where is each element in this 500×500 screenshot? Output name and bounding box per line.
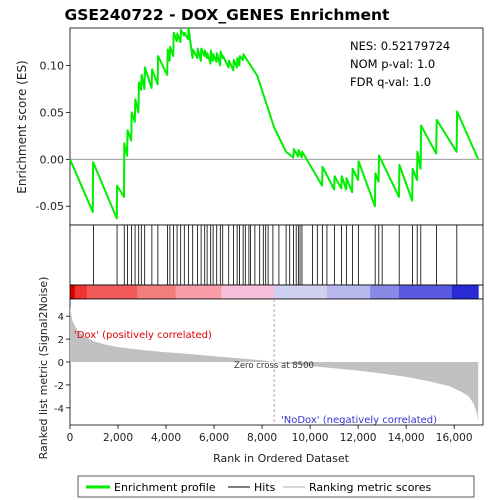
heatmap-segment <box>326 285 371 299</box>
rank-x-tick-label: 0 <box>67 432 74 444</box>
legend-frame <box>77 475 475 498</box>
es-y-tick-label: 0.00 <box>40 153 65 166</box>
es-y-axis-label: Enrichment score (ES) <box>15 60 29 193</box>
nom-pval-stat: NOM p-val: 1.0 <box>350 57 435 71</box>
enrichment-profile-line <box>69 27 480 220</box>
heatmap-segment <box>398 285 453 299</box>
legend-label-hits: Hits <box>254 481 276 494</box>
es-series <box>69 27 480 220</box>
heatmap-segment <box>370 285 400 299</box>
rank-y-ticks: -4 -2 0 2 4 <box>54 312 70 415</box>
rank-metric-area <box>70 307 479 422</box>
legend: Enrichment profile Hits Ranking metric s… <box>77 475 475 498</box>
heatmap-segment <box>86 285 138 299</box>
rank-x-tick-label: 6,000 <box>199 432 229 444</box>
heatmap-segment <box>70 285 76 299</box>
heatmap-segment <box>274 285 328 299</box>
rank-x-tick-label: 2,000 <box>103 432 133 444</box>
es-y-tick-label: -0.05 <box>36 200 64 213</box>
rank-y-axis-label: Ranked list metric (Signal2Noise) <box>37 277 50 460</box>
es-panel: -0.050.000.050.10 Enrichment score (ES) … <box>15 27 484 226</box>
heatmap-segment <box>221 285 275 299</box>
rank-x-tick-label: 4,000 <box>151 432 181 444</box>
hits-panel <box>69 224 484 286</box>
rank-x-tick-label: 12,000 <box>340 432 377 444</box>
es-y-tick-label: 0.10 <box>40 60 65 73</box>
rank-metric-fill <box>70 307 479 422</box>
rank-heatmap-bar <box>69 284 484 300</box>
rank-x-tick-label: 14,000 <box>388 432 425 444</box>
fdr-qval-stat: FDR q-val: 1.0 <box>350 75 431 89</box>
heatmap-segment <box>451 285 479 299</box>
es-plot-frame <box>69 27 484 226</box>
rank-x-axis-label: Rank in Ordered Dataset <box>213 452 350 465</box>
legend-label-ranking: Ranking metric scores <box>309 481 431 494</box>
negative-correlation-label: 'NoDox' (negatively correlated) <box>281 415 437 426</box>
rank-x-tick-label: 8,000 <box>247 432 277 444</box>
rank-x-ticks: 0 2,000 4,000 6,000 8,000 10,000 12,000 14,000 1… <box>67 425 473 444</box>
rank-y-tick-label: 4 <box>58 312 64 323</box>
es-y-tick-label: 0.05 <box>40 106 65 119</box>
zero-cross-label: Zero cross at 8500 <box>234 361 314 371</box>
legend-label-enrichment: Enrichment profile <box>114 481 216 494</box>
heatmap-segment <box>137 285 177 299</box>
hit-marks <box>93 225 458 285</box>
rank-x-tick-label: 16,000 <box>436 432 473 444</box>
positive-correlation-label: 'Dox' (positively correlated) <box>74 330 212 341</box>
nes-stat: NES: 0.52179724 <box>350 39 450 53</box>
es-y-ticks: -0.05 0.00 0.05 0.10 <box>36 60 70 213</box>
rank-y-tick-label: 0 <box>58 358 64 369</box>
chart-title: GSE240722 - DOX_GENES Enrichment <box>65 6 391 24</box>
heatmap-segment <box>74 285 88 299</box>
rank-x-tick-label: 10,000 <box>292 432 329 444</box>
rank-panel: -4 -2 0 2 4 0 2,000 4,000 6,000 8,000 10,000 12,00… <box>37 277 484 465</box>
heatmap-segment <box>175 285 222 299</box>
rank-y-tick-label: -2 <box>54 381 64 392</box>
rank-y-tick-label: 2 <box>58 335 64 346</box>
rank-y-tick-label: -4 <box>54 404 64 415</box>
